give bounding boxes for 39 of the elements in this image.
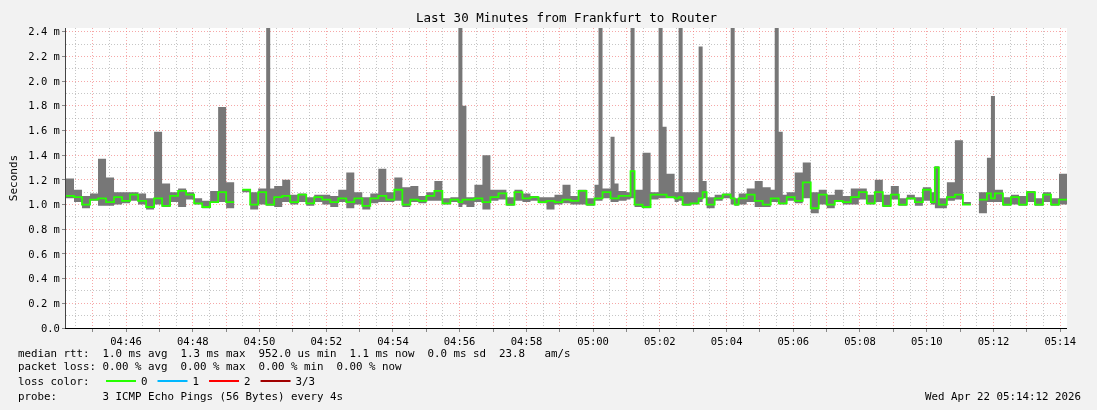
x-tick-label: 04:58 (510, 334, 543, 347)
text: packet loss: 0.00 % avg 0.00 % max 0.00 % min 0.00 % now (18, 360, 403, 373)
y-axis-title: Seconds (6, 154, 20, 202)
y-tick-label: 2.4 m (28, 25, 60, 38)
x-tick-label: 04:56 (443, 334, 476, 347)
y-tick-label: 1.0 m (28, 198, 60, 211)
x-tick-label: 04:52 (310, 334, 343, 347)
y-tick-label: 2.2 m (28, 50, 60, 63)
x-tick-label: 04:48 (176, 334, 209, 347)
text: median rtt: 1.0 ms avg 1.3 ms max 952.0 us min 1.1 ms now 0.0 ms sd 23.8 am/s (18, 347, 571, 360)
x-tick-label: 05:02 (643, 334, 676, 347)
text: Wed Apr 22 05:14:12 2026 (925, 390, 1082, 403)
y-tick-label: 0.4 m (28, 272, 60, 285)
y-tick-label: 1.4 m (28, 148, 60, 161)
y-tick-label: 0.6 m (28, 247, 60, 260)
text: loss color: (18, 375, 90, 388)
legend-label: 0 (141, 375, 148, 389)
y-tick-label: 1.8 m (28, 99, 60, 112)
chart-title: Last 30 Minutes from Frankfurt to Router (415, 10, 718, 26)
y-tick-label: 0.0 (40, 321, 60, 334)
y-tick-label: 2.0 m (28, 74, 60, 87)
y-tick-label: 1.6 m (28, 124, 60, 137)
x-tick-label: 04:46 (110, 334, 142, 347)
x-tick-label: 05:08 (844, 334, 876, 347)
x-tick-label: 05:10 (911, 334, 943, 347)
x-tick-label: 05:06 (777, 334, 810, 347)
text: probe: 3 ICMP Echo Pings (56 Bytes) every 4s (18, 390, 344, 403)
y-tick-label: 0.2 m (28, 296, 60, 309)
y-tick-label: 1.2 m (28, 173, 60, 186)
x-tick-label: 05:00 (577, 334, 609, 347)
y-tick-label: 0.8 m (28, 222, 60, 235)
legend-label: 2 (244, 375, 251, 389)
legend-label: 3/3 (295, 375, 316, 389)
x-tick-label: 05:12 (977, 334, 1010, 347)
x-tick-label: 04:54 (377, 334, 409, 347)
x-tick-label: 04:50 (243, 334, 276, 347)
x-tick-label: 05:04 (710, 334, 743, 347)
x-tick-label: 05:14 (1044, 334, 1076, 347)
legend-label: 1 (192, 375, 200, 389)
